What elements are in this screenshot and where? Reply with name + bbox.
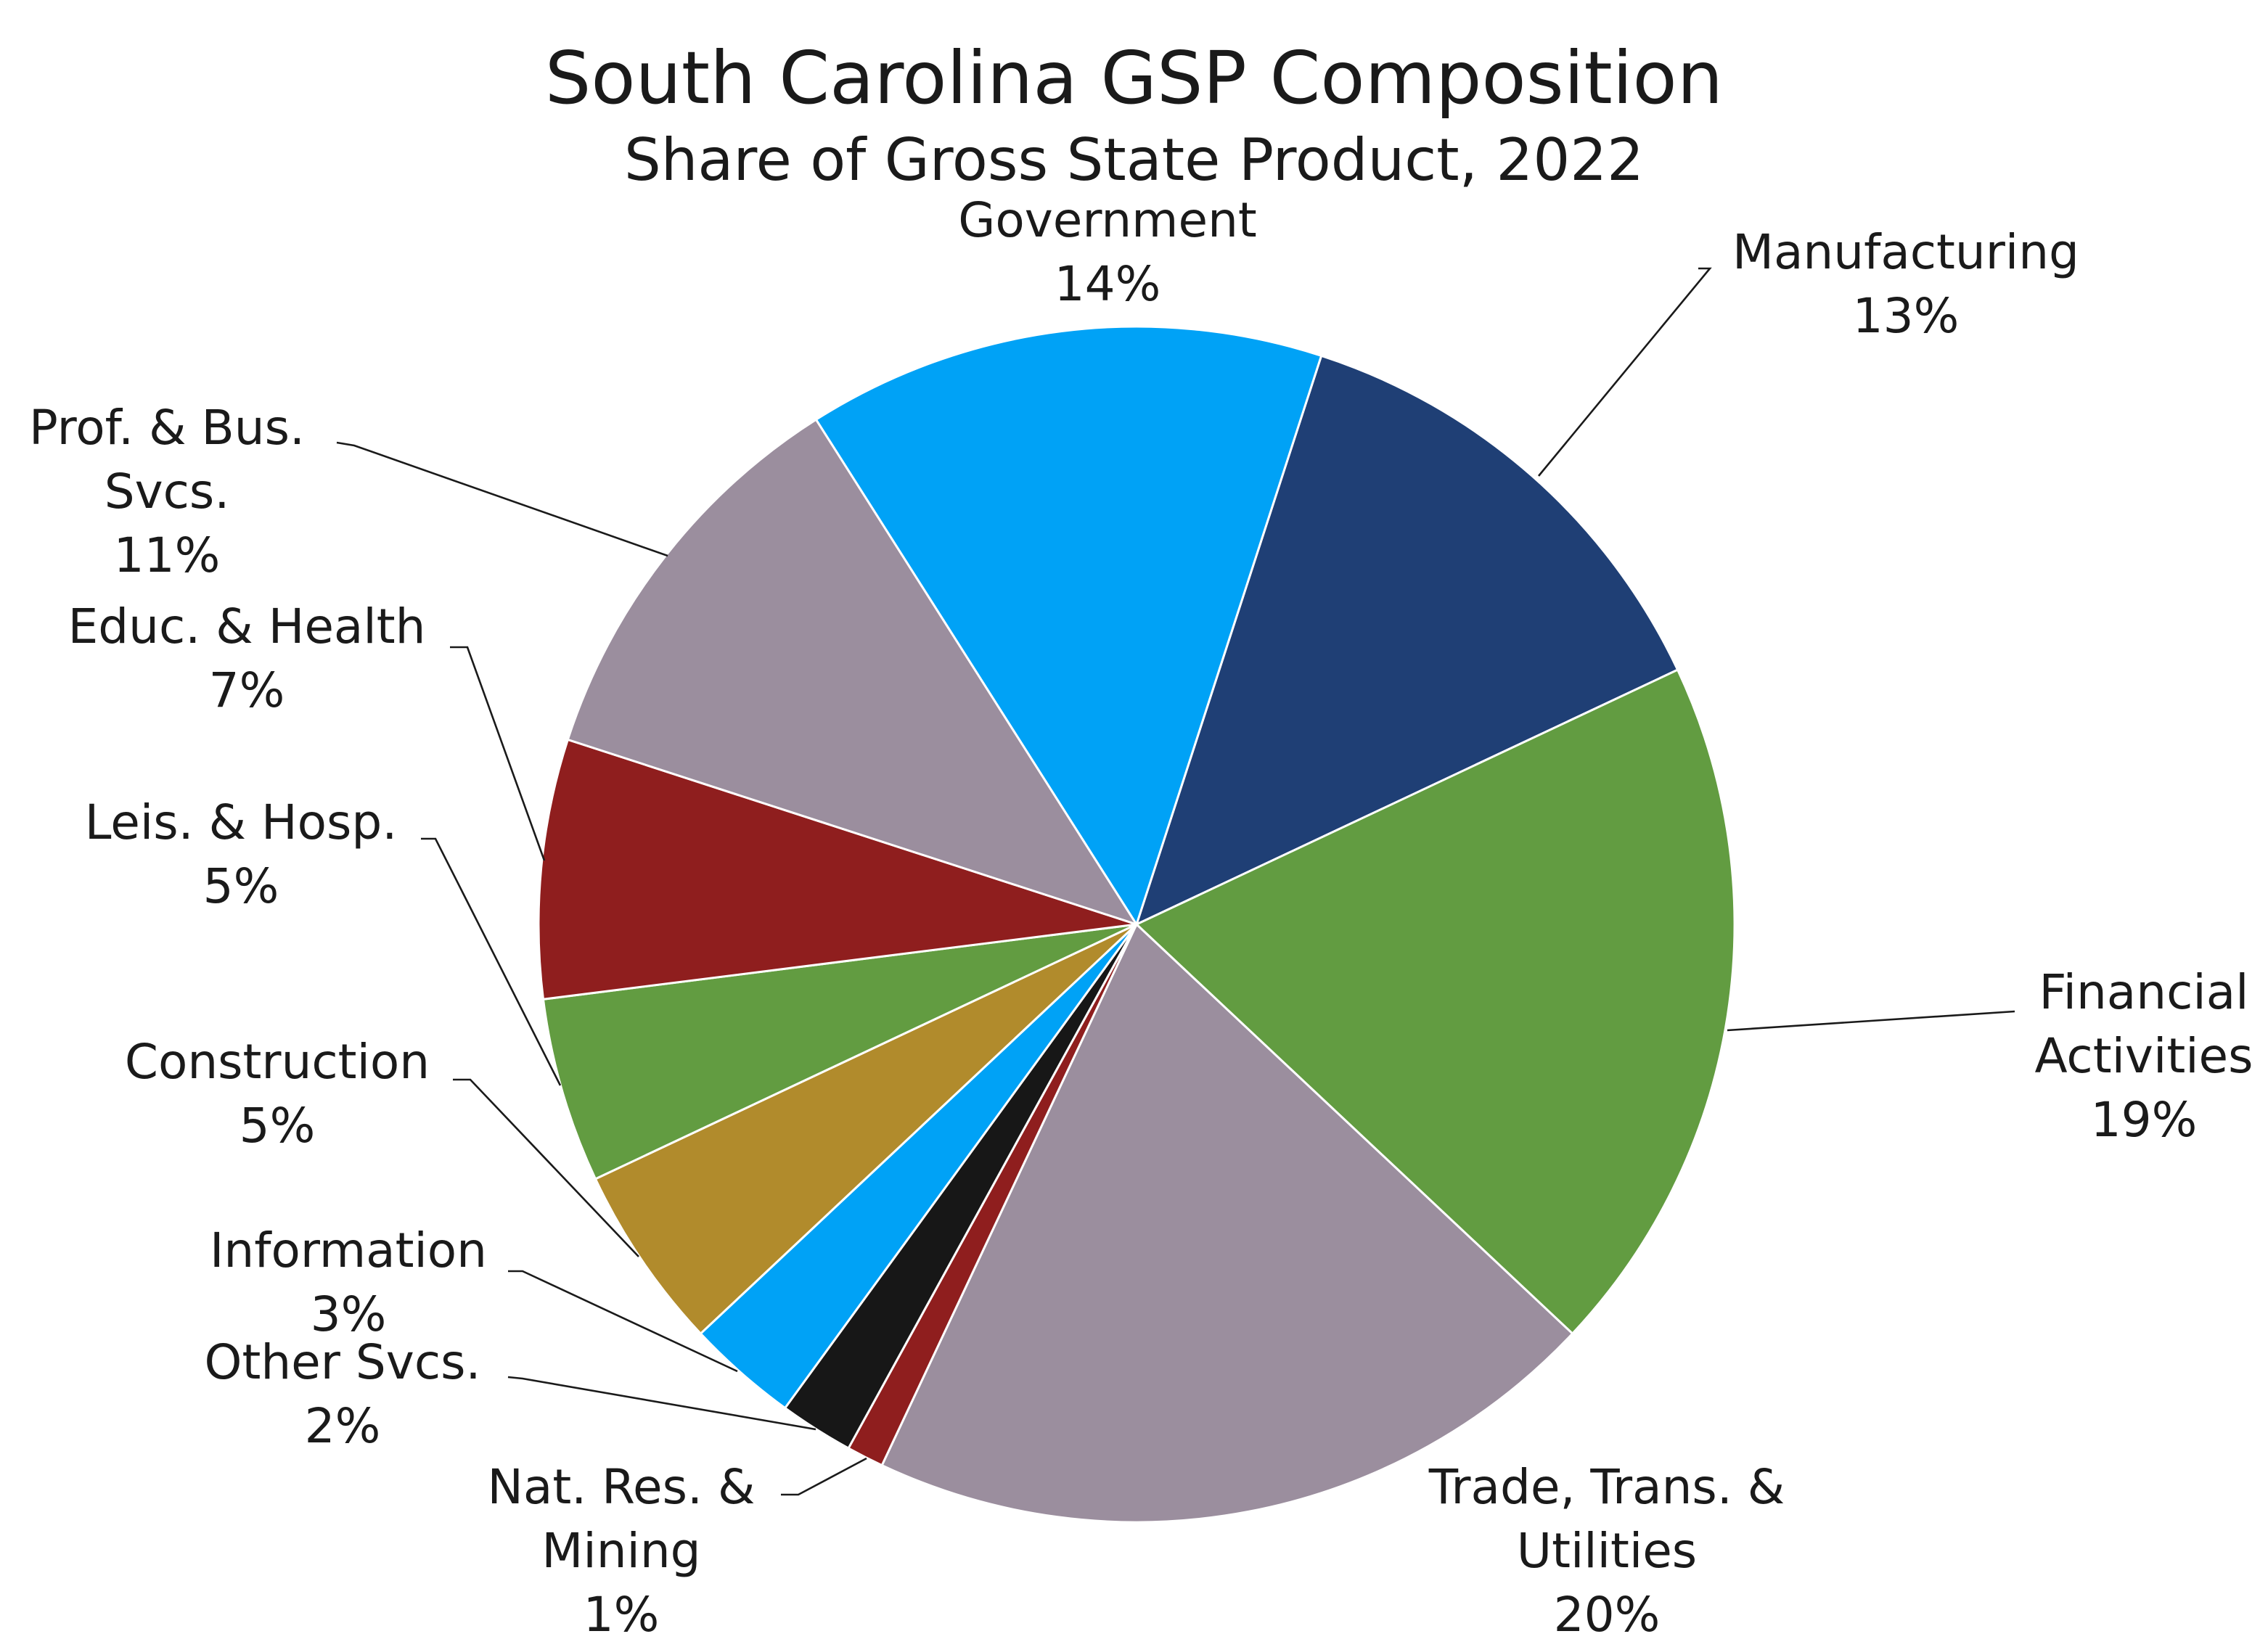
value-label: 1%: [583, 1586, 660, 1643]
value-label: 19%: [2090, 1091, 2198, 1148]
leader-line: [336, 441, 668, 557]
pie-slice: [814, 325, 1323, 927]
chart-title: South Carolina GSP Composition: [544, 36, 1724, 120]
value-label: 5%: [239, 1097, 316, 1154]
slice-label: Trade, Trans. & Utilities: [1428, 1458, 1785, 1579]
slice-label: Manufacturing: [1732, 223, 2079, 280]
leader-line: [1727, 1010, 2015, 1032]
slice-label: Construction: [124, 1033, 430, 1090]
slice-label: Nat. Res. & Mining: [487, 1458, 756, 1579]
value-label: 7%: [208, 662, 285, 718]
slice-label: Prof. & Bus. Svcs.: [28, 399, 305, 519]
pie-slice: [541, 923, 1137, 1180]
slice-label: Other Svcs.: [204, 1334, 481, 1390]
leader-line: [508, 1270, 738, 1373]
leader-line: [781, 1457, 867, 1496]
pie-slice: [594, 923, 1138, 1336]
slice-label: Educ. & Health: [67, 598, 426, 654]
value-label: 20%: [1553, 1586, 1661, 1643]
pie-slice: [537, 738, 1137, 1001]
slice-label: Leis. & Hosp.: [84, 794, 398, 850]
leader-line: [1537, 267, 1712, 477]
leader-line: [507, 1376, 816, 1431]
slice-label: Government: [958, 192, 1257, 248]
slice-label: Financial Activities: [2034, 964, 2253, 1084]
leader-line: [421, 837, 562, 1086]
value-label: 13%: [1852, 287, 1960, 344]
leader-line: [450, 646, 546, 861]
leader-line: [453, 1078, 639, 1257]
slice-label: Information: [209, 1222, 488, 1278]
value-label: 14%: [1054, 255, 1161, 312]
chart-subtitle: Share of Gross State Product, 2022: [623, 128, 1645, 194]
value-label: 11%: [113, 527, 221, 583]
value-label: 5%: [202, 858, 279, 914]
value-label: 2%: [304, 1397, 381, 1454]
pie-slice: [1134, 354, 1679, 927]
pie-slice: [880, 922, 1574, 1524]
pie-slice: [1134, 668, 1736, 1336]
pie-slice: [566, 418, 1139, 927]
value-label: 3%: [310, 1286, 387, 1342]
